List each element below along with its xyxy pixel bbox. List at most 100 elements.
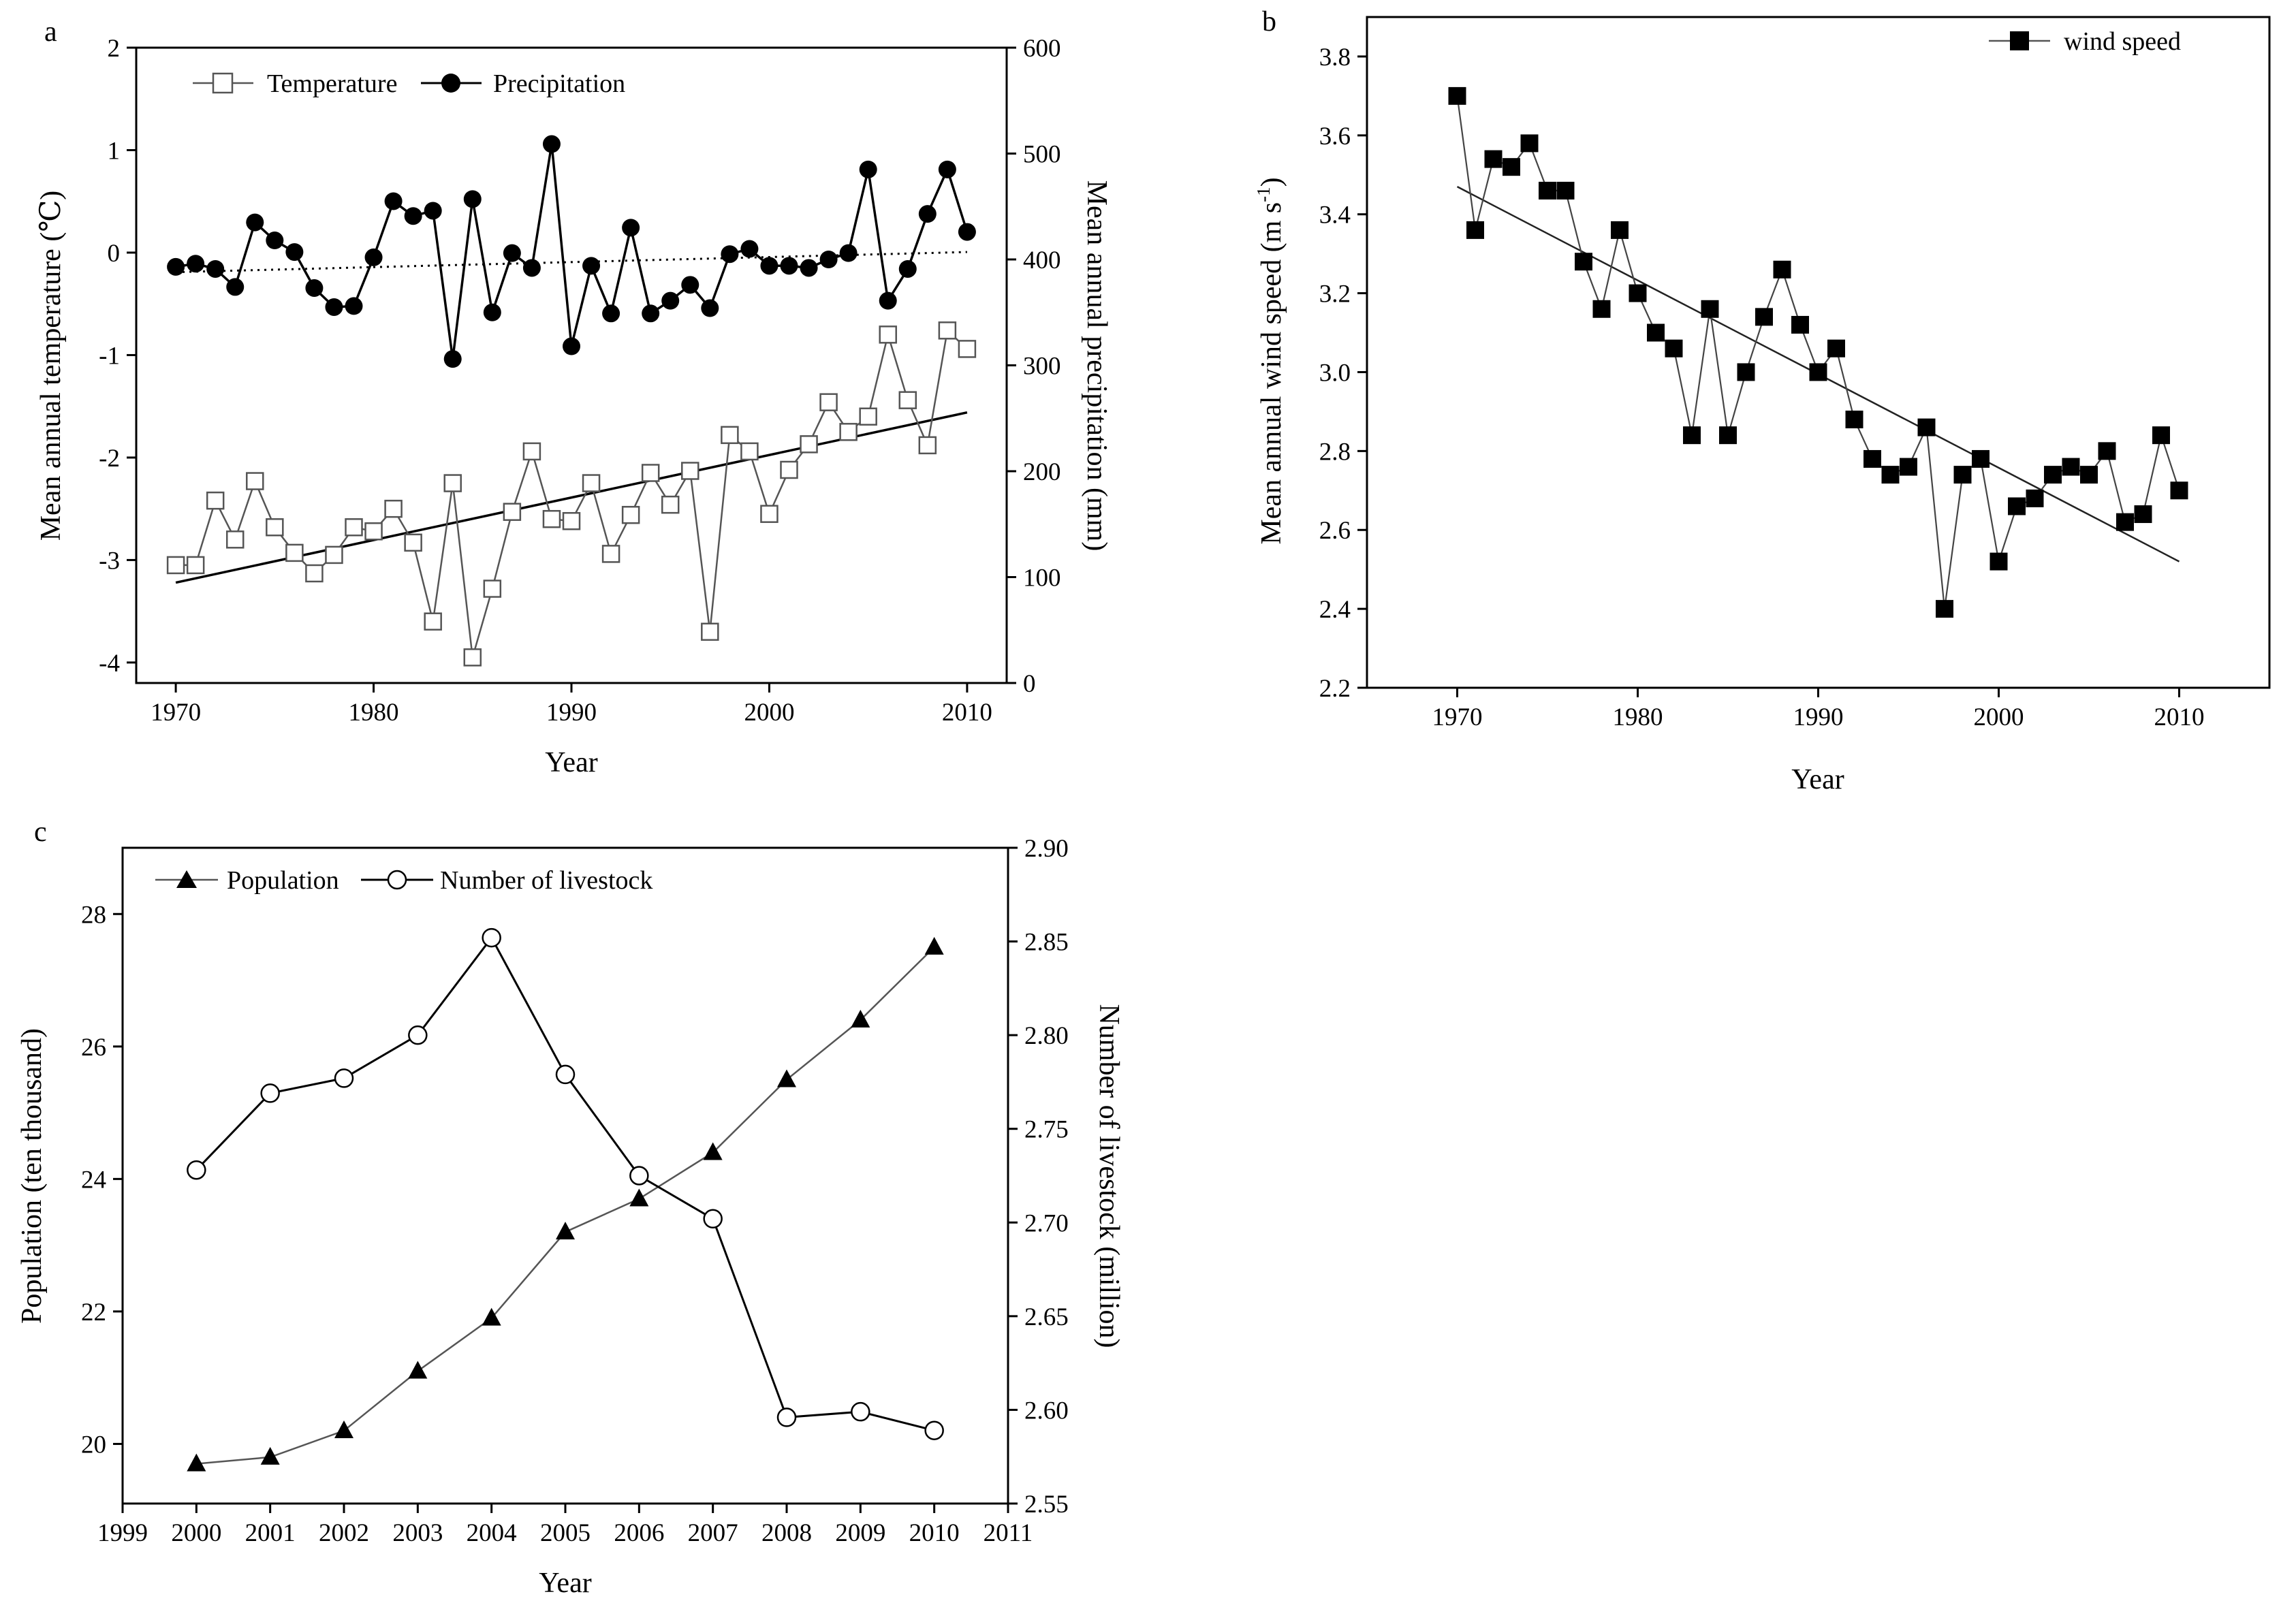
data-point-precipitation [187,255,205,273]
panel-b-ticks: 1970 1980 1990 2000 2010 2.2 2.4 2.6 2.8 3.0 3.2 3.… [1319,44,2205,731]
data-point-wind-speed [1448,86,1466,105]
data-point-precipitation [800,259,818,277]
data-point-wind-speed [1900,458,1917,476]
data-point-wind-speed [2062,458,2080,476]
data-point-precipitation [582,257,601,275]
data-point-precipitation [503,244,521,262]
data-point-wind-speed [1755,308,1773,326]
series-line-population [196,947,935,1465]
legend-marker-temperature [212,72,234,94]
data-point-precipitation [681,276,699,294]
panel-c-x-tick-label: 2006 [614,1519,664,1547]
panel-c-x-tick-label: 2007 [688,1519,738,1547]
data-point-temperature [424,612,442,631]
series-line-wind-speed [1456,95,2180,609]
data-point-precipitation [463,190,482,208]
panel-b-x-axis-title: Year [1791,764,1844,795]
panel-b-y-tick-label: 2.6 [1319,517,1351,545]
data-point-wind-speed [1791,315,1809,334]
data-point-wind-speed [1484,150,1503,168]
data-point-temperature [601,545,620,563]
data-point-livestock [924,1420,944,1440]
data-point-precipitation [424,202,442,220]
data-point-precipitation [384,192,403,210]
data-point-wind-speed [1719,426,1737,445]
panel-a-series [166,135,977,667]
panel-c-y2-tick-label: 2.85 [1024,929,1069,957]
panel-a-y2-tick-label: 400 [1023,247,1061,274]
panel-c-x-tick-label: 2001 [245,1519,296,1547]
data-point-livestock [703,1209,723,1229]
data-point-precipitation [364,248,383,266]
data-point-precipitation [285,243,304,261]
panel-a-x-tick-label: 1990 [546,699,597,727]
data-point-temperature [206,491,225,510]
panel-a-y-tick-label: -1 [99,342,120,370]
data-point-precipitation [266,232,284,250]
panel-c-y2-tick-label: 2.55 [1024,1491,1069,1519]
panel-a-y2-axis-title: Mean annual precipitation (mm) [1081,180,1112,552]
panel-a-ticks: 1970 1980 1990 2000 2010 -4 -3 -2 -1 0 1 2 0 100 200 30… [99,35,1060,727]
data-point-wind-speed [2098,442,2116,460]
panel-a-x-tick-label: 2000 [744,699,794,727]
panel-c-y2-tick-label: 2.65 [1024,1303,1069,1331]
panel-c-y2-tick-label: 2.90 [1024,835,1069,863]
panel-a-y2-tick-label: 600 [1023,35,1061,63]
panel-c-y-tick-label: 20 [81,1431,106,1459]
panel-a-letter: a [44,16,57,48]
data-point-livestock [851,1401,870,1422]
data-point-wind-speed [1737,363,1755,381]
data-point-wind-speed [1556,181,1575,200]
data-point-temperature [760,505,779,523]
data-point-temperature [345,518,363,537]
data-point-temperature [542,509,561,528]
series-line-livestock [195,936,935,1432]
panel-b-plot-frame [1366,16,2271,689]
data-point-temperature [483,579,502,598]
data-point-precipitation [642,304,660,323]
data-point-livestock [776,1408,797,1427]
data-point-temperature [503,503,522,521]
panel-c-legend: Population Number of livestock [155,866,652,895]
data-point-wind-speed [2152,426,2170,445]
data-point-wind-speed [2026,489,2044,507]
panel-c-y-tick-label: 26 [81,1034,106,1062]
panel-a-plot-frame [135,46,1008,684]
data-point-temperature [701,622,719,641]
data-point-temperature [166,556,185,575]
panel-b-y-tick-label: 3.0 [1319,359,1351,387]
data-point-livestock [408,1025,428,1045]
data-point-temperature [522,442,541,461]
data-point-livestock [334,1068,354,1088]
series-line-temperature [176,328,968,658]
data-point-precipitation [563,337,580,355]
data-point-precipitation [246,213,264,232]
data-point-temperature [443,474,462,492]
panel-c-x-tick-label: 2000 [171,1519,221,1547]
legend-label-population: Population [227,866,339,895]
data-point-temperature [404,533,422,552]
panel-b-x-tick-label: 1980 [1613,703,1663,731]
data-point-temperature [918,436,937,455]
panel-c-x-tick-label: 2011 [984,1519,1033,1547]
data-point-precipitation [325,298,343,316]
panel-c-y-tick-label: 22 [81,1299,106,1326]
panel-a-x-tick-label: 1980 [349,699,399,727]
data-point-population [482,1307,501,1326]
panel-c-y2-tick-label: 2.80 [1024,1022,1069,1050]
panel-b-x-tick-label: 1990 [1793,703,1844,731]
panel-b-y-axis-title: Mean annual wind speed (m s-1) [1253,177,1287,544]
panel-a-y-tick-label: 2 [108,35,121,63]
data-point-precipitation [483,303,501,321]
panel-b-x-tick-label: 2000 [1974,703,2024,731]
panel-c-x-axis-title: Year [539,1568,591,1599]
panel-c-y2-tick-label: 2.75 [1024,1116,1069,1144]
data-point-precipitation [701,299,719,317]
data-point-precipitation [721,245,739,264]
data-point-temperature [780,460,798,479]
data-point-population [777,1069,796,1087]
data-point-temperature [681,462,699,480]
data-point-precipitation [958,223,976,241]
panel-b-y-tick-label: 3.2 [1319,281,1351,308]
data-point-temperature [582,474,601,492]
